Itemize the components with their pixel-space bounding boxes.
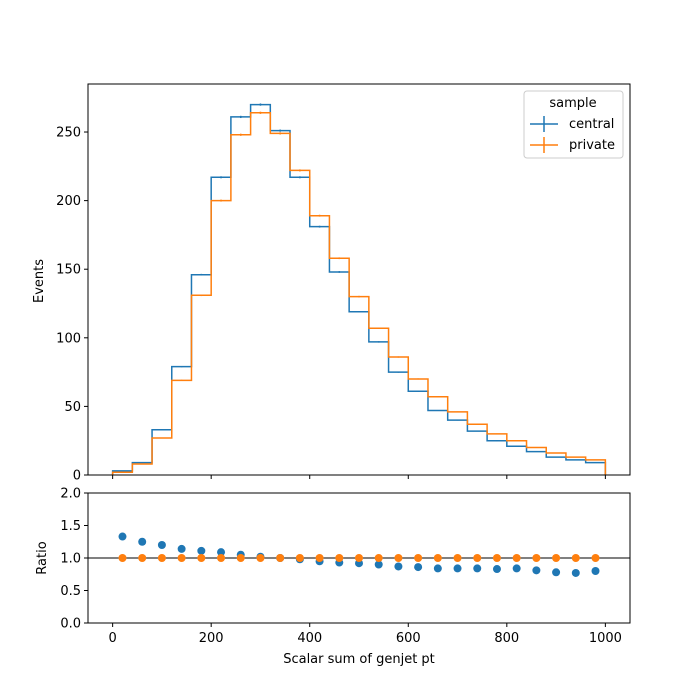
ratio-y-tick-label: 0.0 (60, 617, 81, 632)
ratio-x-tick-label: 200 (199, 631, 224, 646)
ratio-point-central (157, 541, 166, 549)
ratio-plot-frame (87, 492, 631, 624)
legend-label-private: private (569, 138, 615, 153)
ratio-point-private (335, 554, 344, 562)
ratio-point-private (118, 554, 127, 562)
ratio-point-private (197, 554, 206, 562)
ratio-point-private (473, 554, 482, 562)
ratio-point-private (355, 554, 363, 562)
ratio-point-central (394, 562, 403, 571)
ratio-point-central (197, 546, 206, 555)
ratio-point-private (315, 554, 324, 562)
ratio-point-private (177, 554, 186, 562)
ratio-point-private (256, 554, 265, 562)
main-y-axis-ticks: 0 50 100 150 200 250 (56, 126, 88, 484)
ratio-point-central (433, 564, 442, 573)
ratio-point-private (492, 554, 501, 562)
ratio-point-private (295, 554, 304, 562)
ratio-point-private (157, 554, 166, 562)
ratio-x-tick-label: 0 (108, 631, 116, 646)
ratio-point-private (217, 554, 226, 562)
ratio-point-private (591, 554, 600, 562)
legend-title: sample (549, 96, 596, 111)
ratio-point-private (571, 554, 580, 562)
ratio-point-central (492, 565, 501, 574)
main-plot-frame (87, 83, 631, 476)
ratio-point-private (552, 554, 561, 562)
ratio-point-private (414, 554, 423, 562)
legend-label-central: central (569, 117, 614, 132)
main-y-tick-label: 250 (56, 126, 81, 141)
ratio-point-private (374, 554, 383, 562)
ratio-point-private (433, 554, 442, 562)
ratio-point-central (552, 568, 561, 577)
ratio-y-axis-ticks: 0.0 0.5 1.0 1.5 2.0 (60, 487, 88, 632)
ratio-point-central (217, 548, 226, 557)
ratio-points-group (118, 532, 600, 577)
ratio-point-private (276, 554, 285, 562)
ratio-panel: 0.00.51.01.52.0 0 200 400 600 800 1000 Ratio … (35, 487, 631, 667)
ratio-point-central (532, 566, 541, 575)
ratio-point-central (118, 532, 127, 541)
ratio-point-central (591, 567, 600, 575)
histogram-series-group (111, 103, 607, 475)
main-y-tick-label: 0 (73, 469, 81, 484)
ratio-point-private (138, 554, 147, 562)
ratio-point-private (512, 554, 521, 562)
main-y-tick-label: 100 (56, 331, 81, 346)
ratio-point-private (532, 554, 541, 562)
main-x-axis-ticks (112, 475, 606, 479)
ratio-y-tick-label: 2.0 (60, 487, 81, 502)
legend-entry-private: private (530, 137, 615, 153)
ratio-y-tick-label: 1.5 (60, 519, 81, 534)
ratio-point-private (394, 554, 403, 562)
ratio-point-central (138, 537, 147, 546)
ratio-point-private (236, 554, 245, 562)
ratio-point-central (473, 564, 482, 573)
ratio-point-central (374, 560, 383, 569)
main-y-tick-label: 150 (56, 263, 81, 278)
ratio-point-central (453, 564, 462, 573)
main-y-axis-label: Events (32, 259, 47, 303)
ratio-y-tick-label: 1.0 (60, 552, 81, 567)
main-y-tick-label: 200 (56, 194, 81, 209)
main-y-tick-label: 50 (64, 400, 81, 415)
ratio-point-private (453, 554, 462, 562)
ratio-point-central (177, 544, 186, 553)
ratio-x-tick-label: 600 (396, 631, 421, 646)
legend-entry-central: central (530, 116, 614, 132)
ratio-y-tick-label: 0.5 (60, 584, 81, 599)
ratio-x-axis-ticks: 0 200 400 600 800 1000 (108, 623, 622, 646)
ratio-x-tick-label: 1000 (589, 631, 622, 646)
legend: sample central private (523, 90, 624, 159)
ratio-y-axis-label: Ratio (35, 541, 50, 574)
main-histogram-panel: 0 50 100 150 200 250 Events sample central pr… (32, 83, 631, 484)
ratio-point-central (571, 568, 580, 577)
ratio-x-axis-label: Scalar sum of genjet pt (283, 652, 435, 667)
legend-box (523, 90, 624, 159)
ratio-point-central (414, 563, 423, 572)
ratio-x-tick-label: 400 (297, 631, 322, 646)
ratio-point-central (512, 564, 521, 573)
ratio-x-tick-label: 800 (494, 631, 519, 646)
